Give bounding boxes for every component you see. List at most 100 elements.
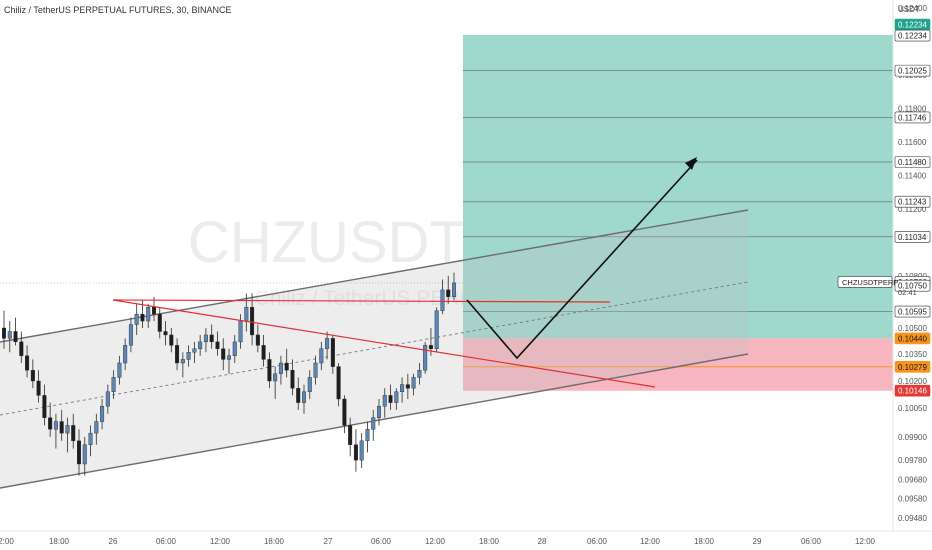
time-tick-label: 06:00	[156, 537, 177, 546]
candle-body	[446, 289, 451, 298]
price-tick-label: 0.11200	[898, 205, 927, 214]
time-tick-label: 06:00	[801, 537, 822, 546]
candle-body	[267, 359, 272, 382]
price-tick-label: 0.09780	[898, 456, 927, 465]
candle-body	[169, 334, 174, 346]
candle-body	[82, 444, 87, 465]
descending-trend-line[interactable]	[112, 299, 656, 388]
candle-body	[30, 370, 35, 382]
svg-text:0.10595: 0.10595	[898, 308, 927, 317]
candle-body	[151, 307, 156, 315]
price-tick-label: 0.09900	[898, 433, 927, 442]
candle-body	[365, 429, 370, 442]
time-tick-label: 06:00	[371, 537, 392, 546]
candle-body	[25, 355, 30, 371]
candle-body	[353, 444, 358, 461]
candle-body	[313, 362, 318, 378]
candle-body	[209, 334, 214, 343]
price-label-gray: 0.10595	[894, 305, 931, 318]
price-tick-label: 0.11800	[898, 104, 927, 113]
candle-body	[100, 406, 105, 422]
candle-body	[411, 377, 416, 389]
price-label-gray: 0.11746	[894, 111, 931, 124]
time-tick-label: 29	[753, 537, 762, 546]
candle-body	[192, 348, 197, 353]
candle-body	[203, 334, 208, 343]
time-tick-label: 12:00	[425, 537, 446, 546]
price-tick-label: 0.10350	[898, 350, 927, 359]
price-tick-label: 0.09480	[898, 514, 927, 523]
candle-body	[180, 359, 185, 364]
projection-path[interactable]	[466, 159, 698, 360]
symbol-tag: CHZUSDTPERP	[837, 276, 898, 288]
candle-body	[250, 307, 255, 336]
candle-body	[134, 313, 139, 325]
time-tick-label: 12:00	[640, 537, 661, 546]
svg-text:0.11243: 0.11243	[898, 198, 927, 207]
candle-body	[359, 440, 364, 461]
candle-body	[348, 425, 353, 445]
candle-body	[215, 341, 220, 350]
candle-body	[226, 355, 231, 360]
candle-body	[105, 391, 110, 407]
candle-body	[371, 417, 376, 430]
candle-body	[88, 432, 93, 445]
svg-text:0.10750: 0.10750	[898, 282, 927, 291]
time-tick-label: 06:00	[587, 537, 608, 546]
candle-body	[377, 406, 382, 418]
svg-text:CHZUSDTPERP: CHZUSDTPERP	[842, 278, 898, 287]
price-axis[interactable]	[893, 0, 932, 550]
candle-body	[394, 391, 399, 403]
candle-body	[278, 362, 283, 375]
svg-text:0.12025: 0.12025	[898, 67, 927, 76]
candle-body	[382, 395, 387, 407]
time-tick-label: 27	[324, 537, 333, 546]
time-tick-label: 18:00	[694, 537, 715, 546]
candle-body	[284, 362, 289, 371]
resistance-horizontal-line[interactable]	[112, 299, 611, 303]
candle-body	[232, 341, 237, 357]
channel-upper-line[interactable]	[0, 209, 749, 343]
candle-body	[452, 282, 457, 297]
time-tick-label: 26	[109, 537, 118, 546]
price-label-gray: 0.12234	[894, 29, 931, 42]
price-tick-label: 0.11600	[898, 138, 927, 147]
candle-body	[434, 310, 439, 349]
currency-label: USDT	[898, 5, 920, 14]
candle-body	[163, 331, 168, 336]
time-tick-label: 12:00	[210, 537, 231, 546]
time-tick-label: 18:00	[49, 537, 70, 546]
price-tick-label: 0.09580	[898, 495, 927, 504]
parallel-channel[interactable]	[0, 210, 748, 488]
price-tick-label: 0.11400	[898, 171, 927, 180]
candle-body	[71, 425, 76, 442]
candle-body	[440, 289, 445, 311]
stop-zone[interactable]	[463, 338, 893, 391]
svg-text:0.10146: 0.10146	[898, 387, 927, 396]
candle-body	[48, 417, 53, 430]
price-label-gray: 0.10750	[894, 279, 931, 292]
price-label-orange: 0.10279	[894, 360, 931, 373]
price-tick-label: 0.10050	[898, 404, 927, 413]
candle-body	[307, 377, 312, 392]
candle-body	[330, 338, 335, 367]
candle-body	[342, 398, 347, 426]
price-label-orange: 0.10440	[894, 332, 931, 345]
candle-body	[336, 366, 341, 400]
svg-text:0.12234: 0.12234	[898, 32, 927, 41]
candle-body	[140, 313, 145, 322]
time-tick-label: 2:00	[0, 537, 14, 546]
candle-body	[157, 313, 162, 332]
candle-body	[244, 307, 249, 322]
price-label-gray: 0.11243	[894, 195, 931, 208]
candle-body	[7, 331, 12, 339]
price-tick-label: 0.10500	[898, 324, 927, 333]
candle-body	[128, 324, 133, 346]
candle-body	[94, 421, 99, 434]
price-tick-label: 0.12400	[898, 4, 927, 13]
price-label-gray: 0.11034	[894, 230, 931, 243]
price-label-red: 0.10146	[894, 384, 931, 397]
profit-zone[interactable]	[463, 35, 893, 339]
price-label-gray: 0.12025	[894, 64, 931, 77]
